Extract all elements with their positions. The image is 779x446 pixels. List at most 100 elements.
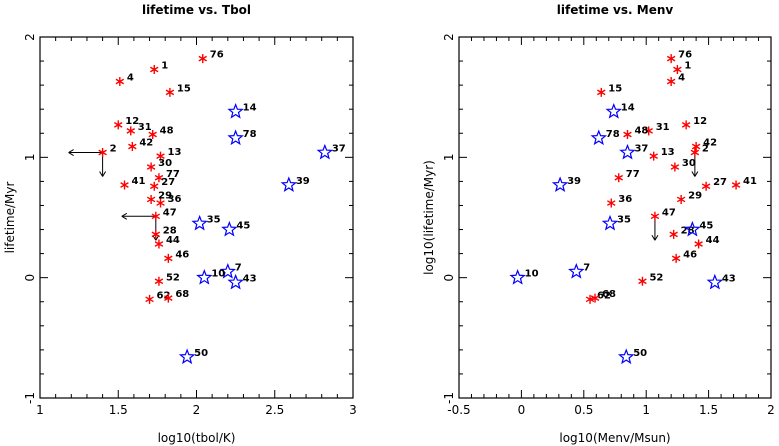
- asterisk-marker: [590, 293, 600, 303]
- star-marker: [568, 262, 585, 279]
- asterisk-marker: [597, 87, 606, 97]
- data-point: 2: [690, 144, 709, 177]
- point-label: 2: [702, 144, 709, 155]
- asterisk-marker: [149, 64, 159, 74]
- asterisk-marker: [666, 54, 676, 64]
- asterisk-marker: [128, 142, 137, 152]
- asterisk-marker: [676, 194, 686, 204]
- asterisk-marker: [198, 54, 208, 64]
- x-tick-label: 1: [642, 403, 650, 417]
- asterisk-marker: [650, 211, 660, 221]
- point-label: 15: [608, 83, 622, 94]
- point-label: 31: [656, 122, 670, 133]
- data-point: 41: [120, 176, 146, 190]
- point-label: 39: [296, 176, 310, 187]
- asterisk-marker: [120, 180, 129, 190]
- point-label: 27: [713, 177, 727, 188]
- limit-arrowhead: [99, 171, 107, 177]
- data-point: 37: [619, 144, 648, 160]
- data-point: 27: [701, 177, 727, 191]
- data-point: 47: [650, 207, 676, 241]
- data-point: 13: [649, 147, 675, 161]
- data-point: 45: [221, 221, 250, 237]
- point-label: 46: [175, 249, 189, 260]
- data-point: 47: [121, 207, 177, 241]
- point-label: 48: [634, 125, 648, 136]
- data-point: 39: [551, 176, 581, 193]
- point-label: 68: [175, 289, 189, 300]
- asterisk-marker: [670, 162, 680, 172]
- y-tick-label: 2: [23, 33, 37, 41]
- data-point: 62: [585, 290, 611, 304]
- y-tick-label: 2: [442, 33, 456, 41]
- point-label: 10: [211, 269, 225, 280]
- point-label: 35: [617, 215, 631, 226]
- asterisk-marker: [694, 239, 703, 249]
- data-point: 52: [154, 272, 180, 286]
- point-label: 50: [633, 348, 647, 359]
- point-label: 12: [125, 116, 139, 127]
- asterisk-marker: [154, 276, 164, 286]
- data-point: 30: [146, 158, 172, 172]
- limit-arrowhead: [121, 212, 128, 220]
- point-label: 52: [649, 272, 663, 283]
- data-point: 12: [681, 116, 707, 130]
- asterisk-marker: [666, 77, 676, 87]
- star-marker: [706, 273, 724, 290]
- star-marker: [605, 102, 622, 119]
- point-label: 50: [194, 348, 208, 359]
- star-marker: [280, 176, 298, 193]
- x-axis-label: log10(Menv/Msun): [559, 431, 670, 445]
- data-point: 36: [607, 194, 632, 208]
- point-label: 14: [243, 103, 257, 114]
- asterisk-marker: [148, 129, 157, 139]
- asterisk-marker: [731, 180, 741, 190]
- point-label: 78: [606, 129, 620, 140]
- data-point: 35: [601, 214, 631, 231]
- x-tick-label: 1.5: [109, 403, 128, 417]
- asterisk-marker: [115, 77, 125, 87]
- point-label: 10: [525, 269, 539, 280]
- point-label: 41: [132, 176, 146, 187]
- data-point: 41: [731, 176, 757, 190]
- star-marker: [316, 143, 334, 160]
- data-point: 28: [669, 225, 695, 239]
- data-point: 4: [115, 73, 134, 87]
- star-marker: [601, 214, 619, 231]
- data-point: 78: [227, 129, 257, 146]
- asterisk-marker: [614, 173, 623, 183]
- data-point: 28: [151, 225, 177, 239]
- point-label: 28: [163, 225, 177, 236]
- point-label: 12: [693, 116, 707, 127]
- asterisk-marker: [149, 181, 159, 191]
- data-point: 7: [568, 262, 590, 279]
- point-label: 45: [236, 221, 250, 232]
- asterisk-marker: [669, 229, 678, 239]
- data-point: 43: [227, 273, 257, 290]
- star-marker: [684, 220, 701, 237]
- data-point: 46: [671, 249, 697, 263]
- asterisk-marker: [146, 162, 156, 172]
- limit-arrowhead: [691, 171, 699, 177]
- data-point: 14: [227, 102, 257, 119]
- asterisk-marker: [156, 198, 165, 208]
- point-label: 27: [161, 177, 175, 188]
- point-label: 43: [243, 273, 257, 284]
- asterisk-marker: [673, 64, 682, 74]
- point-label: 36: [618, 194, 632, 205]
- asterisk-marker: [145, 294, 154, 304]
- star-marker: [227, 102, 244, 119]
- point-label: 47: [163, 207, 177, 218]
- data-point: 1: [673, 60, 691, 74]
- data-point: 46: [164, 249, 189, 263]
- asterisk-marker: [154, 239, 164, 249]
- y-tick-label: 0: [442, 274, 456, 282]
- x-tick-label: 0.5: [574, 403, 593, 417]
- point-label: 52: [166, 272, 180, 283]
- y-tick-label: 1: [23, 154, 37, 162]
- data-point: 10: [509, 269, 539, 285]
- data-point: 37: [316, 143, 346, 160]
- data-point: 7: [219, 263, 242, 279]
- asterisk-marker: [164, 293, 173, 303]
- asterisk-marker: [691, 142, 701, 152]
